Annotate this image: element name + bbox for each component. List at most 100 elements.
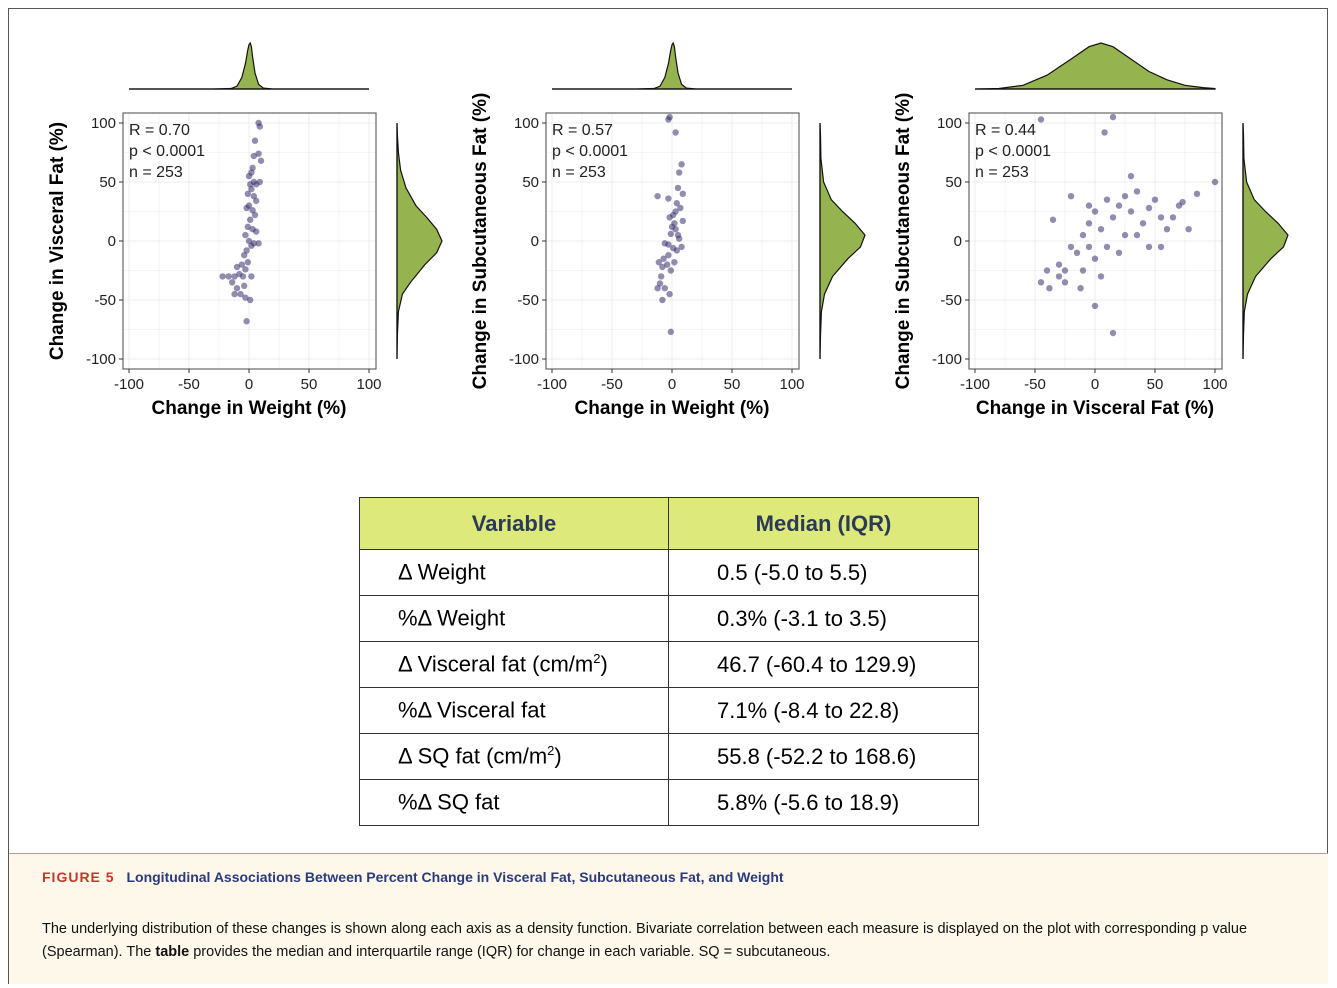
table-cell-variable: Δ Weight [359,549,669,596]
data-point [248,185,255,193]
data-point [241,282,248,290]
data-point [1133,188,1141,195]
data-point [251,137,259,144]
data-point [231,290,238,298]
data-point [665,251,672,259]
data-point [1115,202,1123,209]
data-point [667,230,674,238]
data-point [1077,285,1084,292]
data-point [673,200,680,207]
data-point [250,192,257,200]
y-axis-label: Change in Visceral Fat (%) [47,122,68,360]
data-point [244,223,251,231]
x-tick-label: -50 [178,376,200,393]
caption-text-2: provides the median and interquartile ra… [189,944,831,960]
data-point [668,223,676,231]
data-point [1103,243,1111,251]
data-point [255,240,262,247]
data-point [244,259,251,266]
data-point [1157,243,1165,251]
data-point [667,267,674,274]
variable-superscript: 2 [593,651,601,667]
data-point [247,296,254,304]
x-axis-label: Change in Visceral Fat (%) [976,398,1214,419]
median-iqr-table: Variable Median (IQR) Δ Weight 0.5 (-5.0 … [359,497,979,826]
x-density-curve [974,42,1216,90]
data-point [1109,113,1117,121]
data-point [1151,196,1159,203]
data-point [1127,172,1135,180]
data-point [242,231,249,239]
data-point [1061,279,1069,286]
data-point [1091,302,1099,310]
y-tick-label: -100 [509,351,539,368]
data-point [236,270,243,278]
data-point [1211,178,1219,186]
data-point [660,255,667,262]
data-point [245,237,253,245]
y-tick-label: 100 [937,115,962,132]
data-point [250,240,257,247]
data-point [1193,190,1201,197]
table-cell-median-iqr: 0.3% (-3.1 to 3.5) [668,595,979,642]
stat-annotation: n = 253 [129,164,183,181]
data-point [1043,267,1051,274]
table-cell-variable: %Δ SQ fat [359,779,669,826]
data-point [1079,231,1087,239]
x-tick-label: -50 [1024,376,1046,393]
data-point [671,259,678,266]
y-tick-label: 100 [91,115,116,132]
data-point [233,285,241,292]
y-tick-label: -50 [940,292,962,309]
data-point [250,152,257,160]
stat-annotation: R = 0.44 [975,122,1036,139]
x-tick-label: 50 [724,376,741,393]
data-point [255,150,262,157]
x-tick-label: -100 [537,376,567,393]
data-point [1085,243,1093,251]
variable-suffix: ) [600,651,608,677]
chart-panel-1: -100 -50 0 50 100 -100 -50 0 50 100 Change in Weig… [47,41,443,419]
data-point [679,217,686,225]
table-row: %Δ Weight 0.3% (-3.1 to 3.5) [359,595,979,642]
table-cell-median-iqr: 46.7 (-60.4 to 129.9) [668,641,979,688]
data-point [1133,231,1141,239]
data-point [1067,243,1075,251]
table-cell-variable: %Δ Visceral fat [359,687,669,734]
data-point [676,235,683,242]
y-tick-label: 50 [945,174,962,191]
y-tick-label: 100 [514,115,539,132]
y-density-curve [396,122,443,360]
data-point [248,273,255,280]
data-point [1085,202,1093,209]
data-point [672,208,679,215]
stat-annotation: R = 0.70 [129,122,190,139]
y-tick-label: 0 [108,233,116,250]
variable-text: Δ Weight [398,559,486,585]
data-point [1073,249,1081,256]
table-row: Δ SQ fat (cm/m2) 55.8 (-52.2 to 168.6) [359,733,979,780]
data-point [1109,329,1117,337]
data-point [1145,243,1153,251]
data-point [243,204,250,212]
table-row: %Δ SQ fat 5.8% (-5.6 to 18.9) [359,779,979,826]
y-density-curve [1242,122,1289,360]
table-cell-median-iqr: 55.8 (-52.2 to 168.6) [668,733,979,780]
table-cell-median-iqr: 5.8% (-5.6 to 18.9) [668,779,979,826]
data-point [678,243,685,251]
y-tick-label: 0 [531,233,539,250]
chart-panel-3: -100 -50 0 50 100 -100 -50 0 50 100 Change in Visc… [893,42,1289,419]
data-point [1139,220,1147,227]
data-point [1085,220,1093,227]
table-cell-variable: Δ SQ fat (cm/m2) [359,733,669,780]
data-point [1067,192,1075,200]
data-point [654,192,661,200]
data-point [238,261,245,268]
data-point [237,290,244,298]
stat-annotation: p < 0.0001 [552,143,628,160]
y-tick-label: -50 [517,292,539,309]
x-tick-label: 50 [1147,376,1164,393]
table-cell-median-iqr: 7.1% (-8.4 to 22.8) [668,687,979,734]
data-point [655,259,662,266]
data-point [1091,208,1099,215]
